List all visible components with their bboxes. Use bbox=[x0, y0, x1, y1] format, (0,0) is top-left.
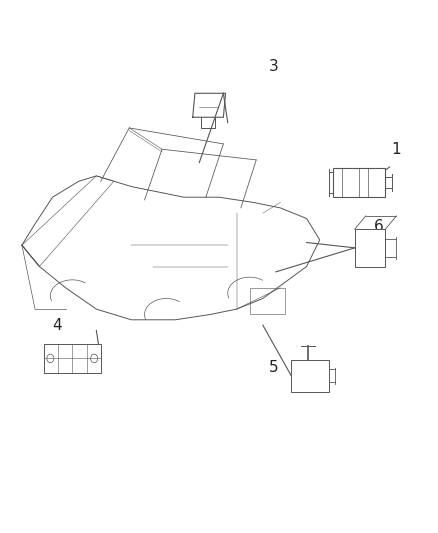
FancyBboxPatch shape bbox=[44, 344, 101, 373]
Text: 6: 6 bbox=[374, 219, 384, 234]
FancyBboxPatch shape bbox=[291, 360, 328, 392]
FancyBboxPatch shape bbox=[355, 229, 385, 266]
Text: 1: 1 bbox=[392, 142, 401, 157]
Text: 4: 4 bbox=[52, 318, 62, 333]
Text: 3: 3 bbox=[269, 59, 279, 74]
Bar bbox=[250, 288, 285, 314]
FancyBboxPatch shape bbox=[333, 168, 385, 197]
Text: 5: 5 bbox=[269, 360, 279, 375]
